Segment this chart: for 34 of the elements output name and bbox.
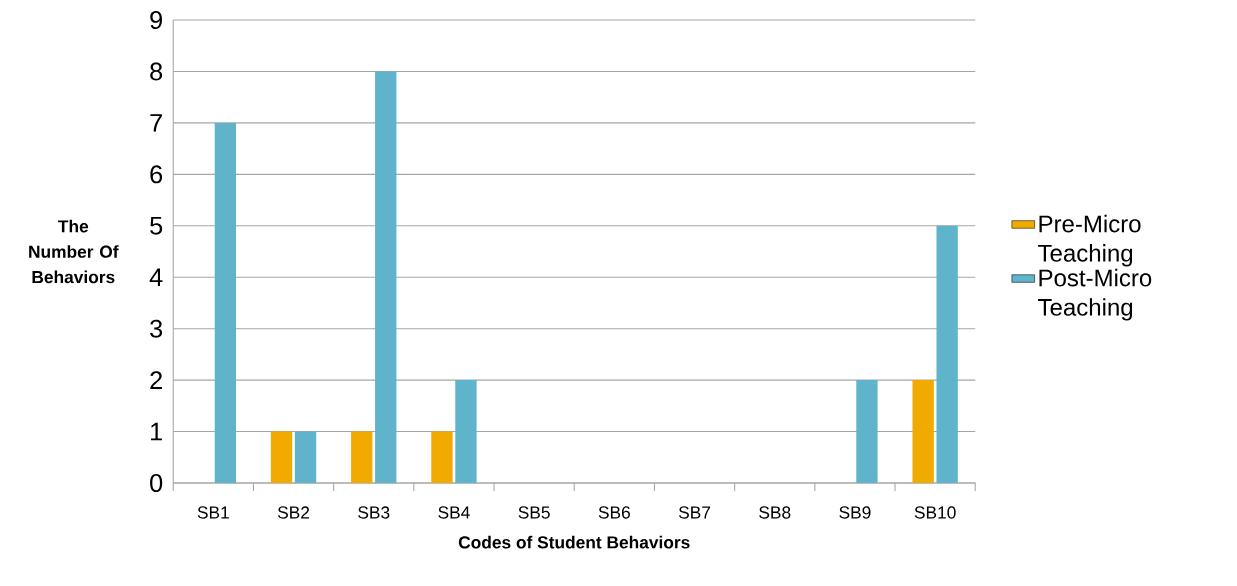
y-tick-label: 2 — [150, 371, 162, 389]
bar — [375, 71, 397, 483]
y-tick-label: 7 — [150, 114, 162, 132]
bar — [856, 380, 878, 483]
bar — [936, 225, 958, 483]
y-tick-label: 8 — [150, 62, 163, 81]
y-tick-label: 5 — [150, 216, 163, 235]
x-tick-label: SB5 — [518, 506, 550, 519]
y-tick-label: 4 — [149, 268, 163, 286]
x-tick-label: SB1 — [197, 506, 229, 519]
x-axis-title: Codes of Student Behaviors — [458, 535, 690, 549]
bar — [912, 380, 934, 483]
x-tick-label: SB8 — [759, 506, 791, 519]
x-tick-label: SB6 — [598, 506, 630, 519]
bar — [431, 431, 453, 483]
x-tick-label: SB7 — [678, 506, 711, 519]
bar — [455, 380, 477, 483]
bar — [270, 431, 293, 483]
x-tick-label: SB3 — [358, 506, 390, 519]
y-axis-title: The Number Of Behaviors — [29, 219, 119, 284]
x-tick-label: SB4 — [438, 506, 470, 519]
x-tick-label: SB2 — [277, 506, 310, 519]
x-tick-label: SB10 — [914, 506, 956, 519]
y-tick-label: 0 — [150, 474, 163, 492]
legend-label: Pre-Micro Teaching — [1038, 214, 1141, 267]
y-tick-label: 9 — [150, 11, 162, 29]
bar — [294, 431, 317, 483]
legend-label: Post-Micro Teaching — [1038, 268, 1152, 321]
y-tick-label: 6 — [150, 165, 163, 184]
bar — [214, 122, 237, 483]
bar — [351, 431, 373, 483]
x-tick-label: SB9 — [839, 506, 871, 519]
y-tick-label: 3 — [150, 319, 163, 338]
y-tick-label: 1 — [151, 422, 162, 441]
